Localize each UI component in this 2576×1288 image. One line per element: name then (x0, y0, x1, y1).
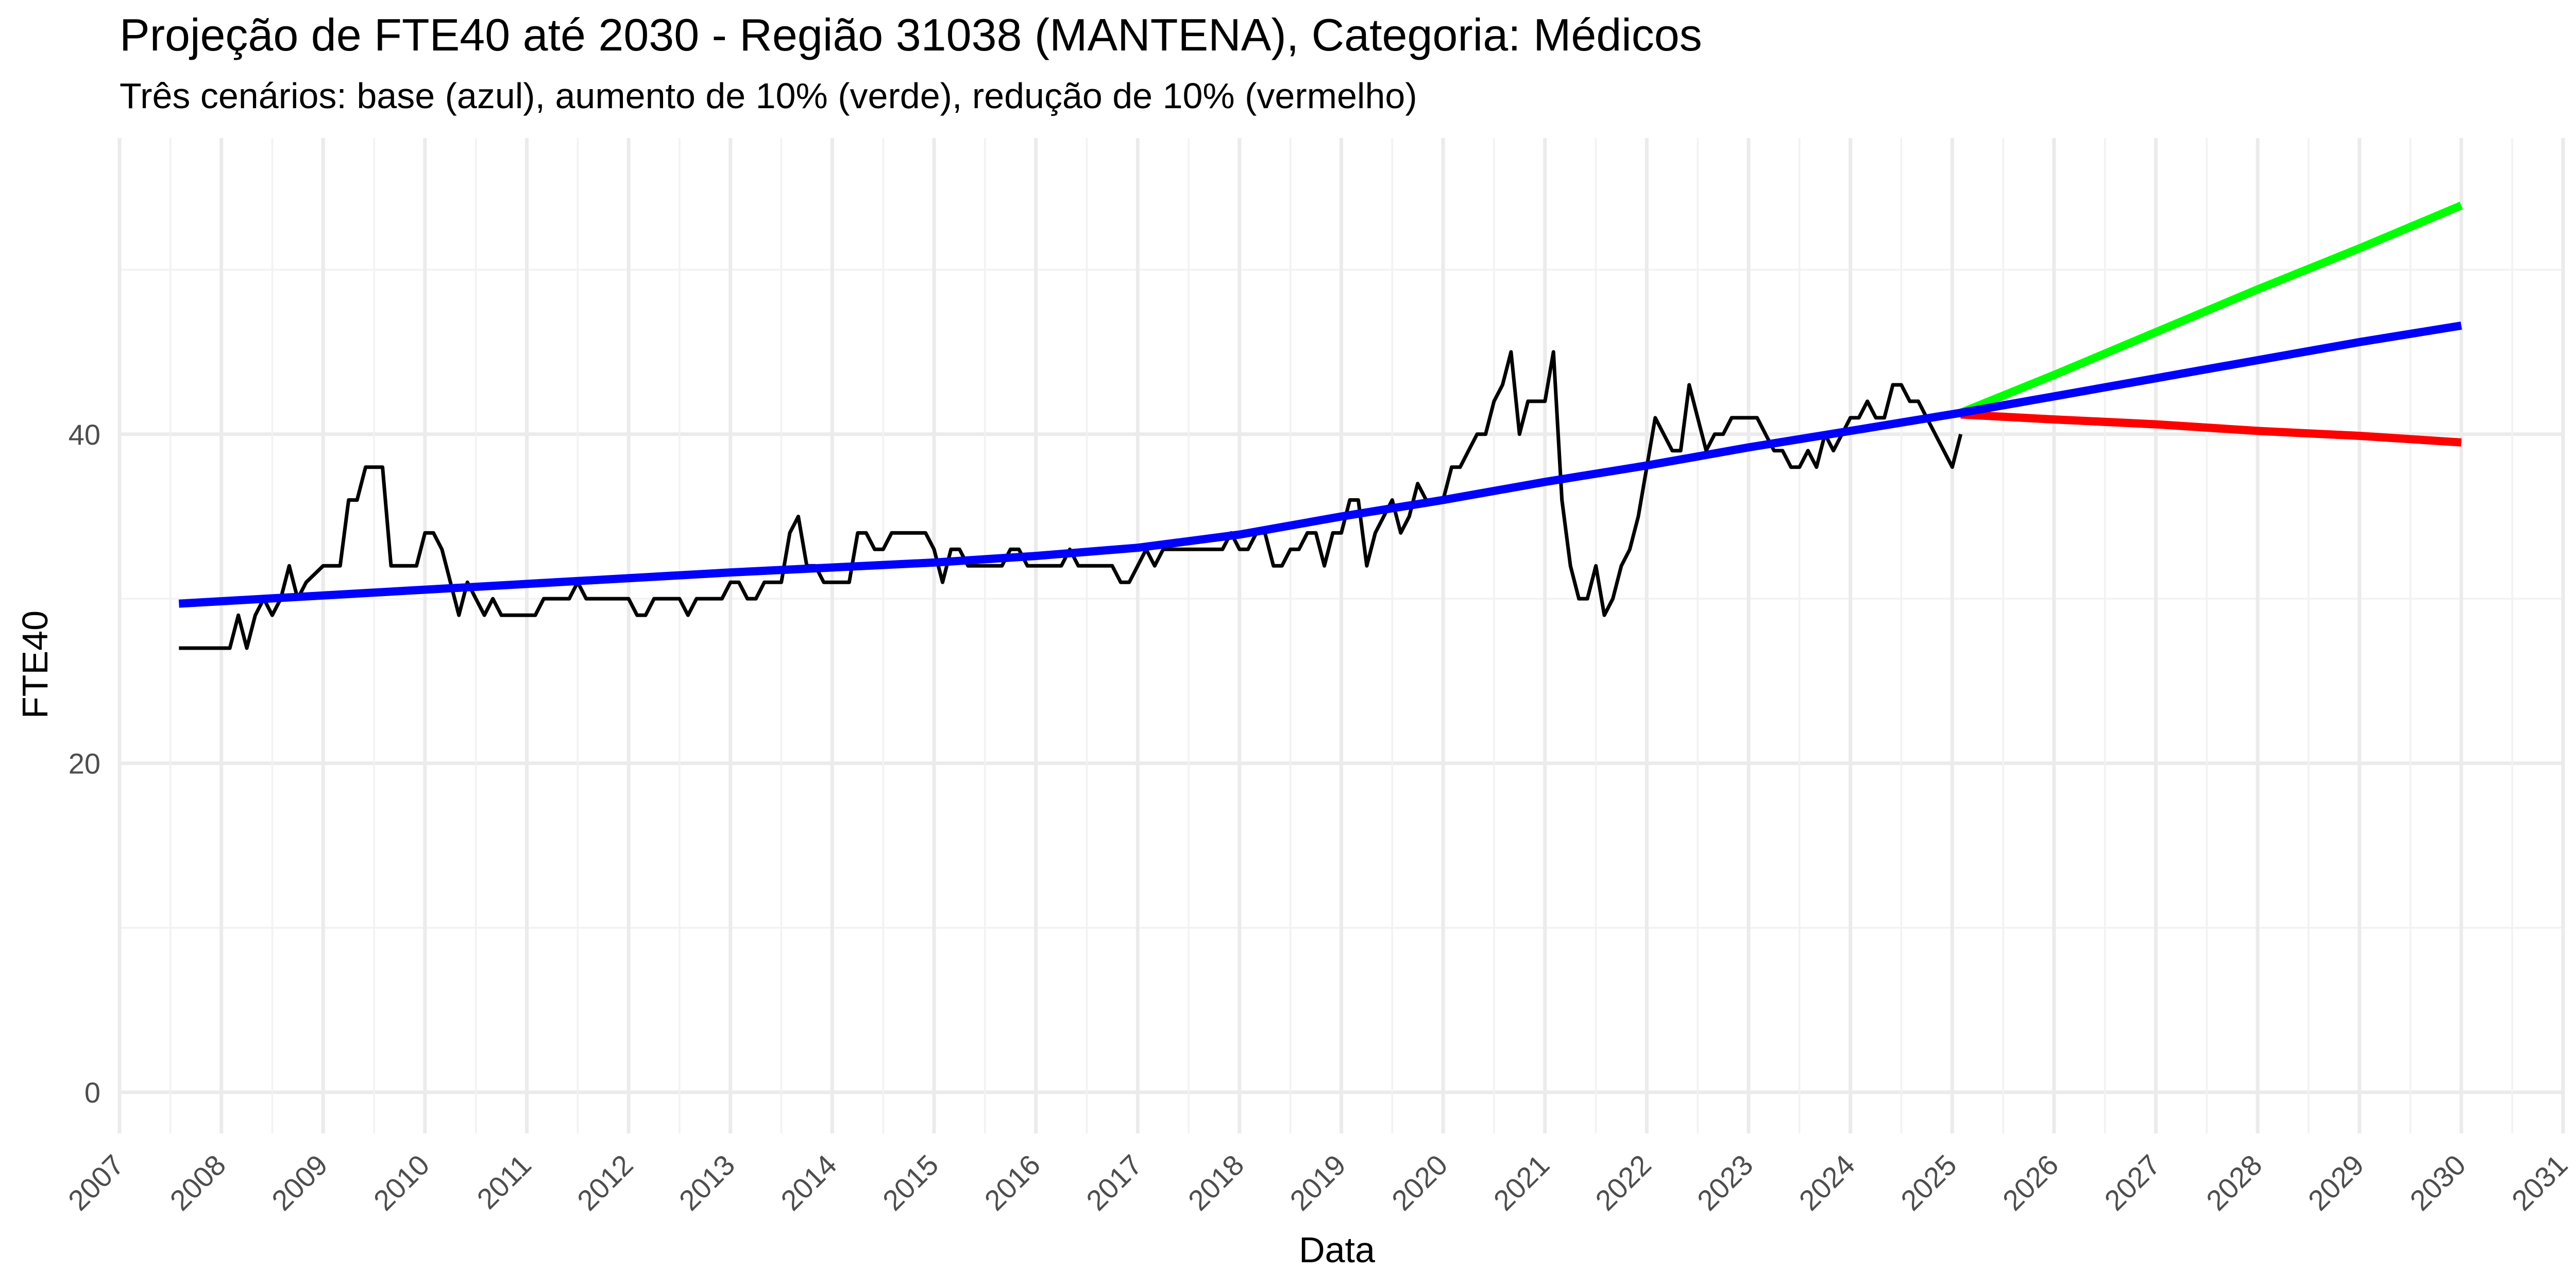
x-tick-label: 2031 (2505, 1148, 2574, 1217)
x-tick-label: 2007 (62, 1148, 130, 1217)
x-tick-label: 2017 (1080, 1148, 1148, 1217)
x-tick-label: 2027 (2098, 1148, 2166, 1217)
x-tick-label: 2029 (2302, 1148, 2370, 1217)
x-axis: 2007 2008 2009 2010 2011 2012 2013 2014 2015 2016… (62, 1148, 2574, 1217)
x-tick-label: 2019 (1283, 1148, 1352, 1217)
x-tick-label: 2010 (367, 1148, 436, 1217)
x-tick-label: 2026 (1996, 1148, 2065, 1217)
x-tick-label: 2012 (571, 1148, 639, 1217)
x-tick-label: 2030 (2403, 1148, 2472, 1217)
y-axis-title: FTE40 (15, 611, 55, 719)
x-tick-label: 2009 (265, 1148, 334, 1217)
plot-area (178, 201, 2463, 650)
x-tick-label: 2008 (163, 1148, 232, 1217)
chart-subtitle: Três cenários: base (azul), aumento de 1… (120, 76, 1417, 116)
y-tick-label: 0 (84, 1076, 100, 1109)
x-tick-label: 2024 (1792, 1148, 1861, 1217)
series-increase-line (1959, 201, 2463, 417)
series-observed-line (179, 350, 1963, 650)
x-tick-label: 2013 (673, 1148, 741, 1217)
y-tick-label: 40 (69, 418, 100, 451)
y-axis: 0 20 40 (69, 418, 100, 1109)
series-base-line (178, 321, 2462, 608)
x-tick-label: 2015 (876, 1148, 945, 1217)
x-tick-label: 2025 (1894, 1148, 1963, 1217)
series-decrease-line (1960, 410, 2462, 447)
x-tick-label: 2011 (470, 1148, 537, 1215)
x-tick-label: 2018 (1182, 1148, 1250, 1217)
chart-title: Projeção de FTE40 até 2030 - Região 3103… (120, 9, 1702, 60)
y-tick-label: 20 (69, 747, 100, 779)
x-axis-title: Data (1299, 1230, 1375, 1270)
x-tick-label: 2021 (1487, 1148, 1556, 1217)
x-tick-label: 2016 (978, 1148, 1046, 1217)
x-tick-label: 2014 (774, 1148, 843, 1217)
x-tick-label: 2020 (1385, 1148, 1454, 1217)
grid (117, 138, 2565, 1133)
x-tick-label: 2028 (2200, 1148, 2268, 1217)
x-tick-label: 2023 (1691, 1148, 1759, 1217)
x-tick-label: 2022 (1589, 1148, 1657, 1217)
